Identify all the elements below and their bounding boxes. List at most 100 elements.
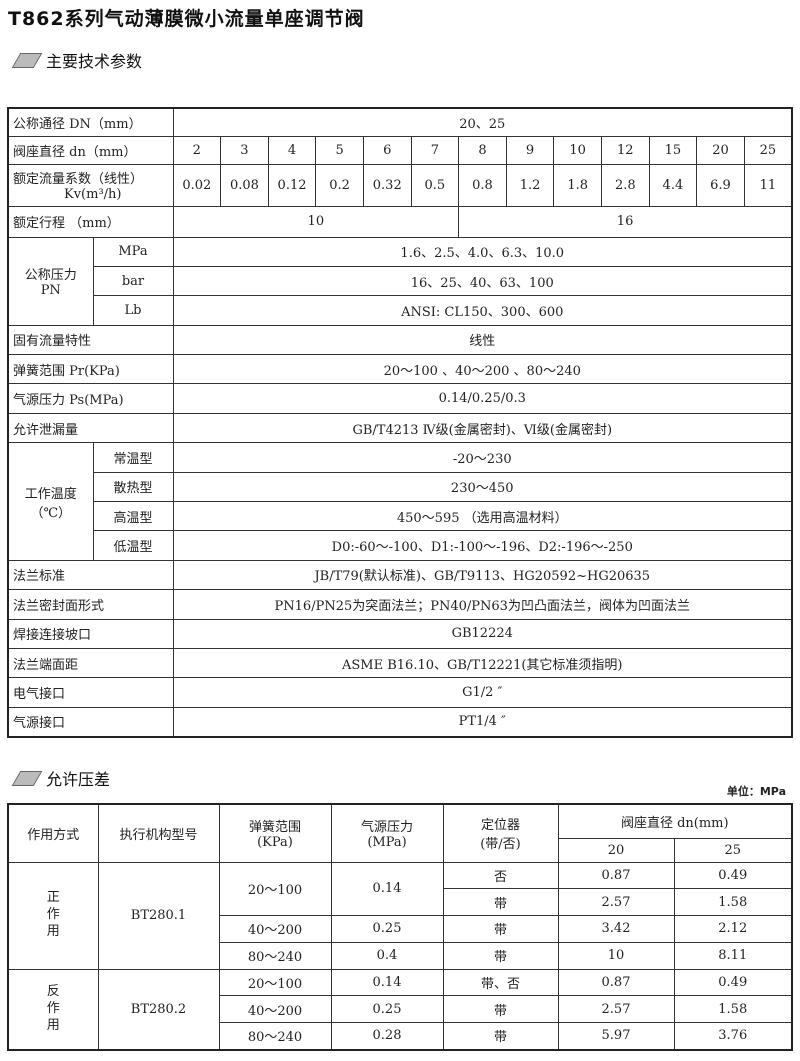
mode-cell: 反 作 用	[7, 968, 99, 1051]
row-label: 阀座直径 dn（mm）	[7, 135, 174, 165]
cell: 1.8	[553, 163, 602, 207]
table-row: 额定流量系数（线性） Kv(m³/h) 0.02 0.08 0.12 0.2 0.32 0.5…	[7, 163, 793, 207]
cell: 20	[696, 135, 745, 165]
col-header: 阀座直径 dn(mm)	[557, 803, 793, 839]
table-row: 允许泄漏量 GB/T4213 Ⅳ级(金属密封)、Ⅵ级(金属密封)	[7, 412, 793, 444]
cell: 1.2	[505, 163, 555, 207]
row-label: 电气接口	[7, 677, 174, 708]
col-header: 气源压力 (MPa)	[330, 803, 444, 863]
row-value: GB/T4213 Ⅳ级(金属密封)、Ⅵ级(金属密封)	[172, 412, 793, 444]
row-label: 公称通径 DN（mm）	[7, 107, 174, 137]
cell: 9	[505, 135, 555, 165]
sub-label: 高温型	[92, 501, 174, 532]
pressure-table: 作用方式 执行机构型号 弹簧范围 (KPa) 气源压力 (MPa) 定位器 (带/否)…	[7, 803, 793, 1051]
table-row: 阀座直径 dn（mm） 2 3 4 5 6 7 8 9 10 12 15 20 25	[7, 135, 793, 165]
cell: 4.4	[648, 163, 698, 207]
spring-cell: 20～100	[218, 861, 332, 917]
sub-label: 常温型	[92, 442, 174, 473]
row-label: 气源压力 Ps(MPa)	[7, 383, 174, 414]
table-row: 法兰端面距 ASME B16.10、GB/T12221(其它标准须指明)	[7, 647, 793, 679]
table-row: 带 2.57 1.58	[8, 888, 793, 917]
col-header: 25	[673, 837, 793, 863]
cell: 12	[600, 135, 650, 165]
row-value: D0:-60～-100、D1:-100～-196、D2:-196～-250	[172, 530, 793, 561]
table-row: 弹簧范围 Pr(KPa) 20～100 、40～200 、80～240	[7, 354, 793, 385]
row-label: 额定流量系数（线性） Kv(m³/h)	[7, 163, 174, 207]
row-value: -20～230	[172, 442, 793, 473]
table-row: 散热型 230～450	[8, 471, 793, 503]
table-row: 公称压力 PN MPa 1.6、2.5、4.0、6.3、10.0	[7, 236, 793, 326]
col-header: 作用方式	[7, 803, 99, 863]
row-value: PN16/PN25为突面法兰；PN40/PN63为凹凸面法兰，阀体为凹面法兰	[172, 589, 793, 620]
positioner-cell: 带	[442, 915, 559, 943]
spring-cell: 80～240	[218, 1022, 332, 1051]
value-cell: 0.49	[673, 968, 793, 997]
positioner-cell: 带	[442, 995, 559, 1024]
value-cell: 0.87	[557, 861, 675, 890]
row-value: 450～595 （选用高温材料）	[172, 501, 793, 532]
air-cell: 0.4	[330, 941, 444, 970]
table-row: 气源接口 PT1/4 ″	[7, 706, 793, 738]
cell: 6	[362, 135, 412, 165]
row-label: 公称压力 PN	[7, 236, 94, 326]
cell: 4	[267, 135, 317, 165]
table-row: 反 作 用 BT280.2 20～100 0.14 带、否 0.87 0.49	[7, 968, 793, 1051]
table-row: 法兰密封面形式 PN16/PN25为突面法兰；PN40/PN63为凹凸面法兰，阀体…	[7, 589, 793, 620]
table-row: 低温型 D0:-60～-100、D1:-100～-196、D2:-196～-250	[8, 530, 793, 561]
table-row: bar 16、25、40、63、100	[8, 265, 793, 297]
value-cell: 3.76	[673, 1022, 793, 1051]
table-row: 工作温度 （℃） 常温型 -20～230	[7, 442, 793, 561]
row-label: 固有流量特性	[7, 324, 174, 356]
positioner-cell: 带	[442, 1022, 559, 1051]
table-row: 电气接口 G1/2 ″	[7, 677, 793, 708]
air-cell: 0.25	[330, 915, 444, 943]
cell: 3	[220, 135, 269, 165]
row-label: 法兰标准	[7, 559, 174, 591]
section-heading-pressure: 允许压差	[10, 766, 110, 790]
cell: 25	[743, 135, 793, 165]
positioner-cell: 否	[442, 861, 559, 890]
cell: 0.08	[220, 163, 269, 207]
row-value: 1.6、2.5、4.0、6.3、10.0	[172, 236, 793, 267]
cell: 2	[172, 135, 222, 165]
spring-cell: 40～200	[218, 995, 332, 1024]
row-value: GB12224	[172, 618, 793, 649]
value-cell: 2.12	[673, 915, 793, 943]
section-heading-specs: 主要技术参数	[10, 48, 142, 72]
section-marker-icon	[11, 770, 43, 786]
value-cell: 5.97	[557, 1022, 675, 1051]
table-row: 公称通径 DN（mm） 20、25	[7, 107, 793, 137]
row-label: 焊接连接坡口	[7, 618, 174, 649]
cell: 0.12	[267, 163, 317, 207]
table-row: 固有流量特性 线性	[7, 324, 793, 356]
cell: 15	[648, 135, 698, 165]
table-row: 气源压力 Ps(MPa) 0.14/0.25/0.3	[7, 383, 793, 414]
cell: 0.32	[362, 163, 412, 207]
value-cell: 2.57	[557, 995, 675, 1024]
cell: 10	[553, 135, 602, 165]
table-row: 40～200 0.25 带 2.57 1.58	[8, 995, 793, 1024]
col-header: 定位器 (带/否)	[442, 803, 559, 863]
value-cell: 2.57	[557, 888, 675, 917]
spring-cell: 80～240	[218, 941, 332, 970]
table-row: 焊接连接坡口 GB12224	[7, 618, 793, 649]
col-header: 执行机构型号	[97, 803, 220, 863]
col-header: 弹簧范围 (KPa)	[218, 803, 332, 863]
row-value: PT1/4 ″	[172, 706, 793, 738]
section-title: 主要技术参数	[46, 52, 143, 71]
value-cell: 0.87	[557, 968, 675, 997]
row-value: ASME B16.10、GB/T12221(其它标准须指明)	[172, 647, 793, 679]
page-title: T862系列气动薄膜微小流量单座调节阀	[8, 8, 365, 30]
spring-cell: 20～100	[218, 968, 332, 997]
cell: 8	[458, 135, 507, 165]
row-label: 额定行程 （mm）	[7, 205, 174, 238]
sub-label: 低温型	[92, 530, 174, 561]
spec-table: 公称通径 DN（mm） 20、25 阀座直径 dn（mm） 2 3 4 5 6 7 8 9 10 12…	[7, 107, 793, 738]
cell: 0.2	[315, 163, 364, 207]
row-label: 允许泄漏量	[7, 412, 174, 444]
sub-label: MPa	[92, 236, 174, 267]
row-value: 16	[458, 205, 793, 238]
cell: 0.5	[410, 163, 460, 207]
value-cell: 10	[557, 941, 675, 970]
row-value: JB/T79(默认标准)、GB/T9113、HG20592~HG20635	[172, 559, 793, 591]
